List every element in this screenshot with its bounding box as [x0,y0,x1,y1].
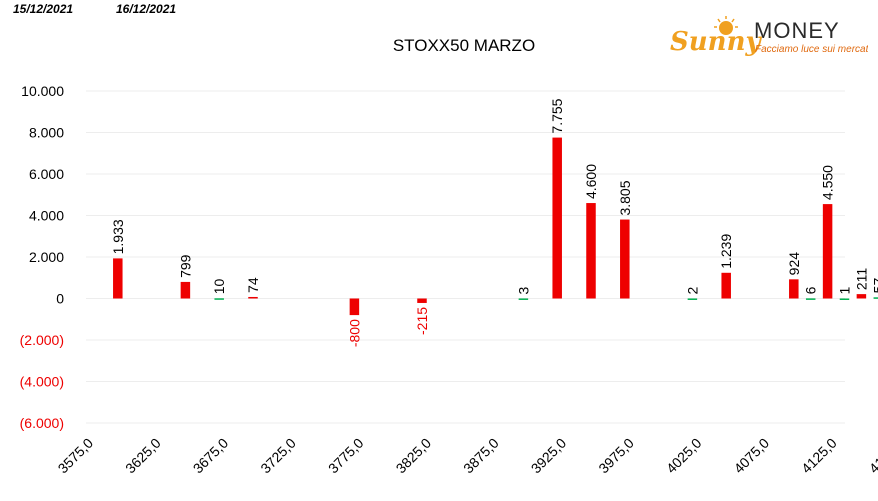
x-tick-label: 3975,0 [595,435,637,477]
bar-value-label: 1.933 [110,219,126,254]
bar [839,298,850,300]
y-tick-label: (4.000) [20,374,64,390]
logo-tagline: Facciamo luce sui mercati [755,44,868,55]
bar [349,298,360,316]
bar-value-label: 3 [515,286,531,294]
bar-value-label: 211 [853,268,869,291]
y-tick-label: 6.000 [29,166,64,182]
bar-value-label: 1.239 [718,234,734,269]
gridlines [86,90,845,424]
y-tick-label: 4.000 [29,208,64,224]
bar-value-label: 6 [803,286,819,294]
bar [417,298,427,303]
chart-title: STOXX50 MARZO [393,36,535,55]
bar-value-label: 3.805 [617,180,633,215]
x-tick-label: 4125,0 [798,435,840,477]
x-tick-label: 3775,0 [325,435,367,477]
sun-icon [714,16,738,35]
bar-value-label: 1 [837,286,853,294]
bars [113,137,878,316]
x-tick-label: 4075,0 [731,435,773,477]
bar [721,272,731,299]
bar [856,294,867,299]
bar [687,298,698,300]
bar-value-label: 57 [870,278,878,294]
x-tick-label: 3575,0 [55,435,97,477]
date-left: 15/12/2021 [13,2,74,16]
bar-value-label: 2 [684,286,700,294]
x-tick-label: 3625,0 [122,435,164,477]
x-tick-label: 3825,0 [393,435,435,477]
bar-value-label: 7.755 [549,98,565,133]
bar-value-label: 4.600 [583,164,599,199]
bar [805,298,816,300]
sunny-money-logo: Sunny MONEY Facciamo luce sui mercati [670,16,868,57]
bar [789,279,799,299]
bar-value-label: 924 [786,252,802,276]
bar [586,203,596,299]
bar [822,204,833,299]
bar-value-labels: 1.933 799 10 74 -800 -215 3 7.755 4.600 3.805 2 1.2… [110,98,878,347]
x-axis-tick-labels: 3575,0 3625,0 3675,0 3725,0 3775,0 3825,0 3875… [55,435,878,477]
bar-value-label: 74 [245,277,261,293]
x-tick-label: 3725,0 [257,435,299,477]
x-tick-label: 3675,0 [190,435,232,477]
x-tick-label: 3875,0 [460,435,502,477]
bar [113,258,123,299]
y-axis-tick-labels: 10.000 8.000 6.000 4.000 2.000 0 (2.000) (4.000… [20,83,65,431]
date-right: 16/12/2021 [116,2,177,16]
bar-value-label: 4.550 [820,165,836,200]
bar-value-label: 10 [211,279,227,295]
bar [214,298,224,300]
y-tick-label: 8.000 [29,125,64,141]
logo-word-sunny: Sunny [670,27,762,57]
bar-value-label: -800 [346,319,362,347]
x-tick-label: 3925,0 [528,435,570,477]
y-tick-label: 0 [56,291,64,307]
bar [248,296,258,299]
bar [620,219,630,299]
y-tick-label: (2.000) [20,332,64,348]
bar [180,281,191,299]
y-tick-label: 10.000 [21,83,64,99]
bar-value-label: -215 [414,307,430,335]
x-tick-label: 4175,0 [866,435,878,477]
bar [873,297,878,299]
bar [552,137,562,299]
logo-word-money: MONEY [754,18,840,43]
bar-value-label: 799 [177,254,193,278]
bar [518,298,529,300]
y-tick-label: (6.000) [20,415,64,431]
x-tick-label: 4025,0 [663,435,705,477]
y-tick-label: 2.000 [29,249,64,265]
